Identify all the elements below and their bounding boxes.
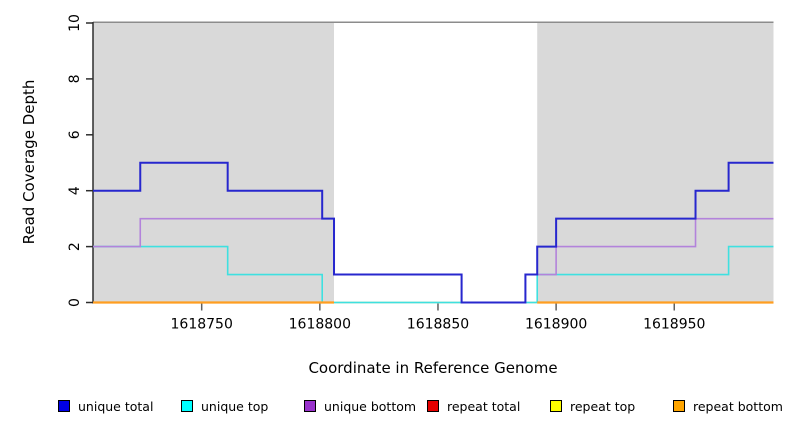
- legend-label: unique bottom: [324, 398, 417, 414]
- y-tick-label: 8: [67, 74, 83, 83]
- legend: unique total unique top unique bottom repea…: [0, 396, 792, 420]
- legend-label: repeat top: [570, 398, 636, 414]
- legend-item-repeat-total: repeat total: [427, 396, 520, 416]
- legend-item-repeat-top: repeat top: [550, 396, 635, 416]
- legend-swatch-icon: [304, 400, 316, 412]
- series-line-unique-top: [93, 245, 774, 304]
- legend-item-unique-top: unique top: [181, 396, 268, 416]
- legend-item-repeat-bottom: repeat bottom: [673, 396, 783, 416]
- legend-label: unique total: [78, 398, 154, 414]
- y-tick-label: 4: [67, 186, 83, 195]
- y-tick-label: 2: [67, 242, 83, 251]
- y-tick-label: 6: [67, 130, 83, 139]
- legend-label: repeat bottom: [693, 398, 783, 414]
- legend-item-unique-total: unique total: [58, 396, 153, 416]
- legend-swatch-icon: [58, 400, 70, 412]
- legend-swatch-icon: [427, 400, 439, 412]
- x-tick-label: 1618900: [525, 317, 587, 333]
- legend-swatch-icon: [673, 400, 685, 412]
- y-tick-label: 0: [67, 298, 83, 307]
- x-tick-label: 1618800: [289, 317, 351, 333]
- y-tick-label: 10: [67, 14, 83, 32]
- x-axis-title: Coordinate in Reference Genome: [308, 359, 558, 377]
- legend-swatch-icon: [181, 400, 193, 412]
- series-line-unique-total: [93, 161, 774, 304]
- legend-label: unique top: [201, 398, 269, 414]
- x-tick-label: 1618750: [171, 317, 233, 333]
- legend-swatch-icon: [550, 400, 562, 412]
- x-tick-label: 1618850: [407, 317, 469, 333]
- y-axis-title: Read Coverage Depth: [20, 79, 38, 245]
- legend-item-unique-bottom: unique bottom: [304, 396, 416, 416]
- x-tick-label: 1618950: [643, 317, 705, 333]
- legend-label: repeat total: [447, 398, 521, 414]
